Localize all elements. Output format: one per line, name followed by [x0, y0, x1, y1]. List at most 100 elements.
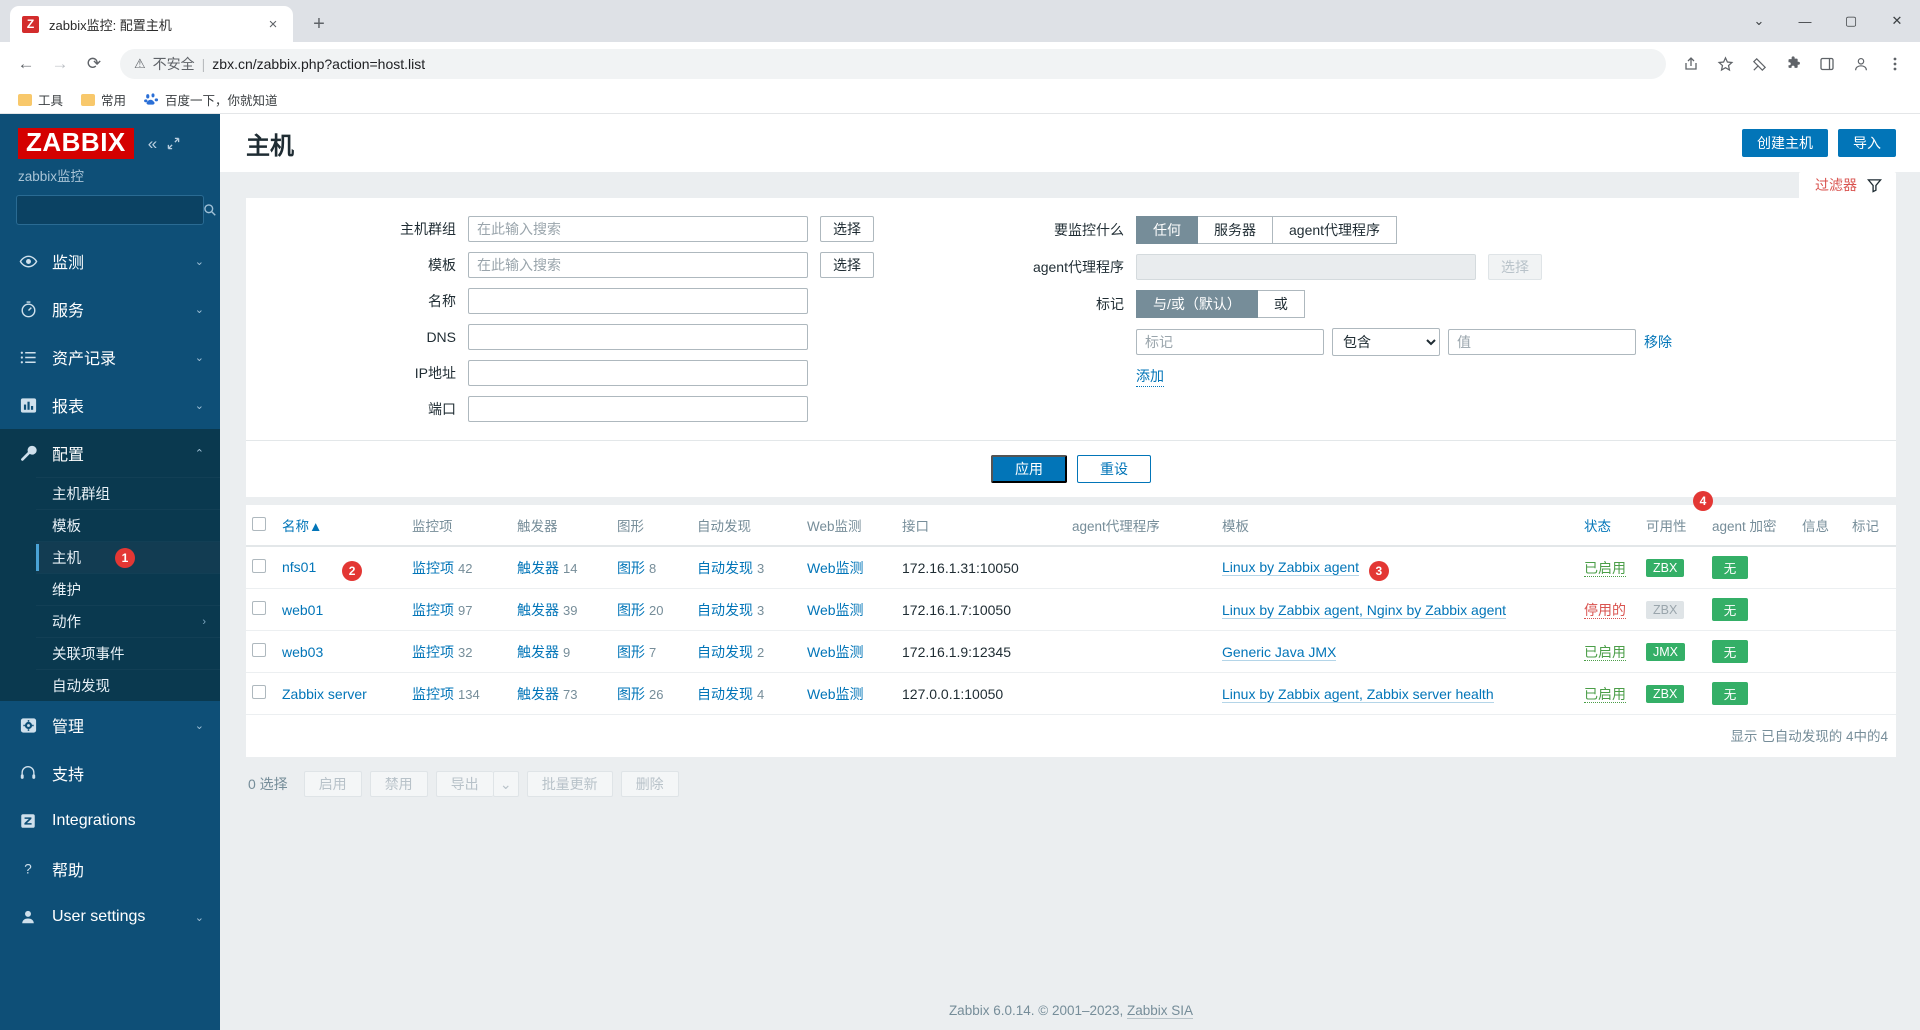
web-link[interactable]: Web监测	[807, 685, 864, 702]
row-checkbox[interactable]	[252, 685, 266, 699]
host-name-link[interactable]: web03	[282, 643, 324, 660]
template-link[interactable]: Linux by Zabbix agent	[1222, 558, 1359, 576]
status-badge[interactable]: 已启用	[1584, 559, 1626, 577]
items-link[interactable]: 监控项	[412, 559, 454, 576]
items-link[interactable]: 监控项	[412, 643, 454, 660]
sidebar-item-services[interactable]: 服务 ⌄	[0, 285, 220, 333]
browser-tab[interactable]: Z zabbix监控: 配置主机 ×	[10, 6, 293, 42]
tag-operator-select[interactable]: 包含	[1332, 328, 1440, 356]
availability-chip[interactable]: JMX	[1646, 642, 1685, 661]
sidebar-item-event-correlation[interactable]: 关联项事件	[36, 637, 220, 669]
triggers-link[interactable]: 触发器	[517, 643, 559, 660]
sidebar-item-monitoring[interactable]: 监测 ⌄	[0, 237, 220, 285]
mass-update-button[interactable]: 批量更新	[526, 771, 613, 797]
row-checkbox[interactable]	[252, 643, 266, 657]
zabbix-logo[interactable]: ZABBIX	[18, 128, 134, 160]
apply-button[interactable]: 应用	[991, 455, 1067, 483]
discovery-link[interactable]: 自动发现	[697, 559, 753, 576]
discovery-link[interactable]: 自动发现	[697, 601, 753, 618]
discovery-link[interactable]: 自动发现	[697, 685, 753, 702]
sidebar-hide-icon[interactable]	[167, 137, 180, 150]
port-input[interactable]	[468, 396, 808, 422]
host-name-link[interactable]: nfs01	[282, 558, 317, 575]
sidebar-item-user-settings[interactable]: User settings ⌄	[0, 893, 220, 941]
bookmark-item[interactable]: 工具	[12, 87, 69, 112]
web-link[interactable]: Web监测	[807, 559, 864, 576]
host-name-link[interactable]: web01	[282, 601, 324, 618]
status-badge[interactable]: 已启用	[1584, 685, 1626, 703]
sidebar-item-templates[interactable]: 模板	[36, 509, 220, 541]
back-icon[interactable]: ←	[17, 54, 35, 73]
minimize-icon[interactable]: —	[1798, 13, 1812, 29]
segment-proxy[interactable]: agent代理程序	[1273, 216, 1398, 244]
segment-server[interactable]: 服务器	[1198, 216, 1273, 244]
new-tab-icon[interactable]: +	[313, 12, 325, 35]
sidebar-item-hosts[interactable]: 主机 1	[36, 541, 220, 574]
sidebar-item-reports[interactable]: 报表 ⌄	[0, 381, 220, 429]
tag-add-link[interactable]: 添加	[1136, 366, 1164, 387]
bookmark-item[interactable]: 百度一下，你就知道	[138, 87, 284, 112]
graphs-link[interactable]: 图形	[617, 601, 645, 618]
host-groups-input[interactable]	[468, 216, 808, 242]
filter-tab[interactable]: 过滤器	[1799, 172, 1896, 198]
sidebar-item-administration[interactable]: 管理 ⌄	[0, 701, 220, 749]
sidebar-item-integrations[interactable]: Integrations	[0, 797, 220, 845]
import-button[interactable]: 导入	[1838, 129, 1896, 157]
column-name[interactable]: 名称▲	[276, 505, 406, 547]
graphs-link[interactable]: 图形	[617, 685, 645, 702]
sidebar-search[interactable]	[16, 195, 216, 226]
sidebar-item-configuration[interactable]: 配置 ⌃	[0, 429, 220, 478]
window-close-icon[interactable]: ✕	[1891, 13, 1903, 28]
sidebar-item-maintenance[interactable]: 维护	[36, 573, 220, 605]
chevron-down-icon[interactable]: ⌄	[492, 771, 519, 797]
chevron-down-icon[interactable]: ⌄	[1753, 13, 1765, 28]
status-badge[interactable]: 已启用	[1584, 643, 1626, 661]
segment-or[interactable]: 或	[1257, 290, 1305, 318]
forward-icon[interactable]: →	[51, 54, 69, 73]
search-icon[interactable]	[203, 203, 217, 217]
discovery-link[interactable]: 自动发现	[697, 643, 753, 660]
items-link[interactable]: 监控项	[412, 685, 454, 702]
maximize-icon[interactable]: ▢	[1844, 13, 1858, 28]
browser-menu-icon[interactable]	[1880, 49, 1910, 79]
address-bar[interactable]: ⚠ 不安全 | zbx.cn/zabbix.php?action=host.li…	[120, 49, 1666, 79]
web-link[interactable]: Web监测	[807, 601, 864, 618]
name-input[interactable]	[468, 288, 808, 314]
host-name-link[interactable]: Zabbix server	[282, 685, 367, 702]
items-link[interactable]: 监控项	[412, 601, 454, 618]
tag-remove-link[interactable]: 移除	[1644, 334, 1672, 350]
host-groups-select-button[interactable]: 选择	[820, 216, 874, 242]
segment-any[interactable]: 任何	[1136, 216, 1198, 244]
availability-chip[interactable]: ZBX	[1646, 558, 1685, 577]
sidebar-collapse-icon[interactable]: «	[147, 133, 158, 153]
availability-chip[interactable]: ZBX	[1646, 600, 1685, 619]
sidebar-item-inventory[interactable]: 资产记录 ⌄	[0, 333, 220, 381]
sidepanel-icon[interactable]	[1812, 49, 1842, 79]
status-badge[interactable]: 停用的	[1584, 601, 1626, 619]
dns-input[interactable]	[468, 324, 808, 350]
triggers-link[interactable]: 触发器	[517, 559, 559, 576]
share-icon[interactable]	[1676, 49, 1706, 79]
tag-value-input[interactable]	[1448, 329, 1636, 355]
web-link[interactable]: Web监测	[807, 643, 864, 660]
column-status[interactable]: 状态	[1578, 505, 1640, 547]
create-host-button[interactable]: 创建主机	[1742, 129, 1828, 157]
close-icon[interactable]: ×	[268, 15, 278, 33]
footer-link[interactable]: Zabbix SIA	[1127, 1003, 1194, 1019]
sidebar-item-actions[interactable]: 动作 ›	[36, 605, 220, 637]
bookmark-star-icon[interactable]	[1710, 49, 1740, 79]
sidebar-item-support[interactable]: 支持	[0, 749, 220, 797]
tag-name-input[interactable]	[1136, 329, 1324, 355]
sidebar-item-help[interactable]: ? 帮助	[0, 845, 220, 893]
templates-select-button[interactable]: 选择	[820, 252, 874, 278]
extension-pin-icon[interactable]	[1744, 49, 1774, 79]
search-input[interactable]	[27, 202, 203, 218]
sidebar-item-discovery[interactable]: 自动发现	[36, 669, 220, 701]
sidebar-item-host-groups[interactable]: 主机群组	[36, 477, 220, 509]
graphs-link[interactable]: 图形	[617, 559, 645, 576]
delete-button[interactable]: 删除	[620, 771, 679, 797]
availability-chip[interactable]: ZBX	[1646, 684, 1685, 703]
ip-address-input[interactable]	[468, 360, 808, 386]
profile-avatar-icon[interactable]	[1846, 49, 1876, 79]
segment-and-or[interactable]: 与/或（默认）	[1136, 290, 1258, 318]
